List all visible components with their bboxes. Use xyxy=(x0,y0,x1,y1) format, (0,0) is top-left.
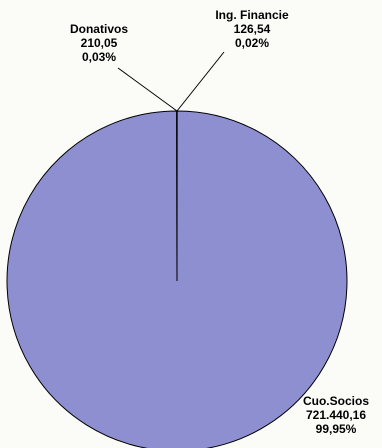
slice-name: Donativos xyxy=(69,22,128,36)
leader-line-donativos xyxy=(117,67,178,112)
slice-label-donativos: Donativos 210,05 0,03% xyxy=(48,22,150,64)
slice-percent: 99,95% xyxy=(315,422,357,436)
slice-name: Cuo.Socios xyxy=(302,394,369,408)
slice-label-cuo-socios: Cuo.Socios 721.440,16 99,95% xyxy=(296,394,376,436)
slice-name: Ing. Financie xyxy=(215,8,289,22)
leader-line-ing-financie xyxy=(176,51,225,112)
slice-percent: 0,03% xyxy=(81,50,117,64)
slice-value: 721.440,16 xyxy=(305,408,367,422)
slice-label-ing-financie: Ing. Financie 126,54 0,02% xyxy=(197,8,307,50)
slice-value: 210,05 xyxy=(80,36,118,50)
slice-percent: 0,02% xyxy=(234,36,270,50)
slice-value: 126,54 xyxy=(233,22,271,36)
